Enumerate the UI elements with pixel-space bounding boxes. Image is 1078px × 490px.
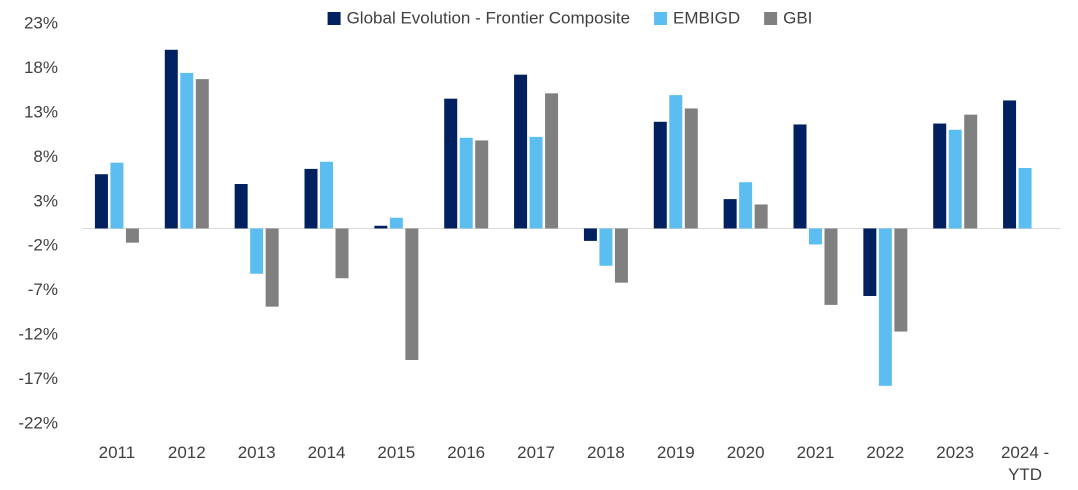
bar: [374, 225, 388, 229]
bar: [933, 123, 947, 229]
x-tick-label: 2020: [726, 443, 765, 462]
x-tick-label: 2021: [796, 443, 835, 462]
bar: [793, 124, 807, 229]
y-tick-label: -12%: [18, 325, 58, 344]
bar: [1003, 100, 1017, 229]
legend-marker: [764, 12, 778, 25]
x-tick-label: 2011: [98, 443, 136, 462]
bar: [545, 93, 559, 229]
bar: [739, 182, 753, 229]
bar: [948, 129, 962, 229]
x-tick-label: 2013: [237, 443, 276, 462]
legend-label: Global Evolution - Frontier Composite: [347, 8, 630, 27]
x-tick-label: 2014: [307, 443, 346, 462]
bar: [824, 228, 838, 305]
bar: [669, 95, 683, 229]
bar: [809, 228, 822, 245]
bar: [320, 161, 333, 229]
bar: [614, 228, 628, 283]
x-tick-label: 2016: [447, 443, 486, 462]
bar: [878, 228, 892, 386]
bar: [180, 72, 194, 229]
bar: [514, 74, 528, 229]
bar: [529, 136, 543, 229]
bar: [863, 228, 877, 296]
y-tick-label: 8%: [33, 147, 58, 166]
bar: [475, 140, 489, 229]
x-tick-label: 2012: [167, 443, 206, 462]
bar: [195, 79, 209, 229]
bar: [459, 137, 473, 229]
bar: [94, 174, 108, 229]
x-tick-label: 2017: [517, 443, 555, 462]
bar: [389, 217, 403, 229]
y-tick-label: -22%: [18, 413, 58, 432]
bar: [894, 228, 908, 332]
bar: [234, 184, 248, 229]
y-tick-label: -7%: [28, 280, 58, 299]
bar: [335, 228, 349, 279]
x-tick-label: 2015: [377, 443, 416, 462]
bar: [653, 121, 667, 229]
bar: [754, 204, 768, 229]
y-tick-label: 3%: [33, 191, 58, 210]
bar: [164, 49, 178, 229]
bar: [1018, 168, 1032, 229]
x-tick-label: 2024 - YTD: [1000, 443, 1050, 484]
x-tick-label: 2022: [866, 443, 905, 462]
bar: [964, 114, 978, 229]
bar: [599, 228, 613, 266]
legend-marker: [327, 12, 341, 25]
bar: [265, 228, 279, 307]
bar: [444, 98, 458, 229]
x-tick-label: 2023: [936, 443, 975, 462]
legend-label: GBI: [783, 8, 812, 27]
bar: [125, 228, 139, 243]
bar: [250, 228, 264, 274]
x-tick-label: 2018: [587, 443, 625, 462]
legend-marker: [654, 12, 668, 25]
legend-label: EMBIGD: [673, 8, 740, 27]
y-tick-label: -2%: [28, 236, 58, 255]
bar: [723, 199, 737, 229]
bar: [110, 162, 124, 229]
y-tick-label: 18%: [24, 58, 58, 77]
x-tick-label: 2019: [656, 443, 695, 462]
bar: [304, 168, 318, 229]
y-tick-label: 13%: [24, 102, 58, 121]
bar: [684, 108, 698, 229]
bar: [405, 228, 419, 360]
y-tick-label: 23%: [24, 13, 58, 32]
y-tick-label: -17%: [18, 369, 58, 388]
bar: [583, 228, 597, 241]
